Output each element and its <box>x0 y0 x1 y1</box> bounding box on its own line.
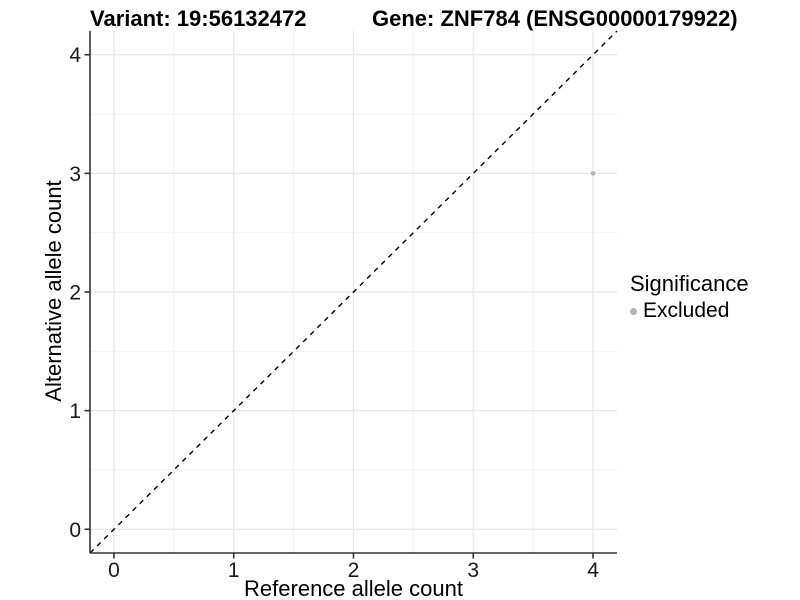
y-tick-label: 1 <box>69 400 81 423</box>
legend-item-excluded: Excluded <box>630 299 749 323</box>
legend: Significance Excluded <box>630 271 749 323</box>
excluded-point-icon <box>630 307 637 315</box>
x-tick-label: 4 <box>587 559 599 582</box>
x-tick-label: 1 <box>228 559 240 582</box>
y-axis-title: Alternative allele count <box>41 180 66 402</box>
x-tick-label: 0 <box>108 559 120 582</box>
plot-title-gene: Gene: ZNF784 (ENSG00000179922) <box>372 6 738 31</box>
legend-item-label: Excluded <box>643 299 730 322</box>
y-tick-label: 4 <box>69 44 81 67</box>
y-tick-label: 0 <box>69 519 81 542</box>
y-tick-label: 3 <box>69 163 81 186</box>
y-tick-label: 2 <box>69 282 81 305</box>
x-tick-label: 3 <box>467 559 479 582</box>
x-tick-label: 2 <box>348 559 360 582</box>
identity-dashed-line <box>89 30 618 554</box>
legend-title: Significance <box>630 271 749 296</box>
x-axis-title: Reference allele count <box>244 576 463 600</box>
plot-title-variant: Variant: 19:56132472 <box>90 6 307 31</box>
scatter-point <box>590 170 596 176</box>
